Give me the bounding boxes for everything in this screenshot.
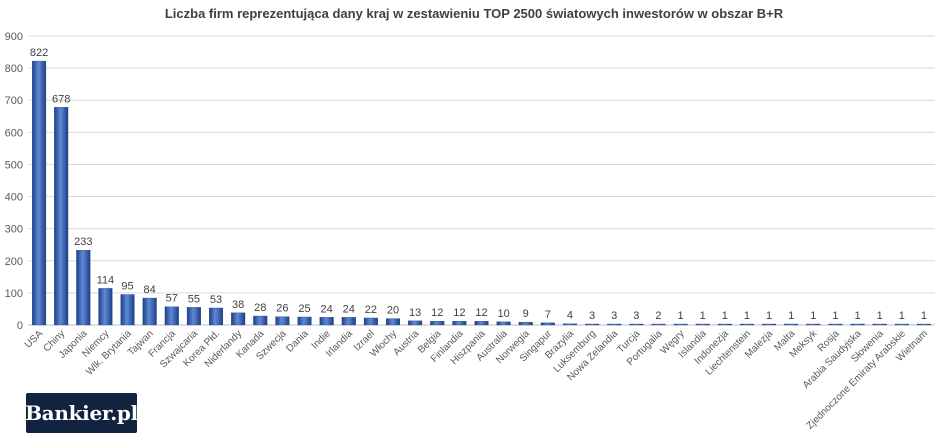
bar: [629, 323, 644, 326]
y-tick-label: 800: [5, 63, 23, 75]
bar: [850, 323, 865, 326]
bar: [408, 320, 423, 326]
bar: [496, 321, 511, 326]
data-label: 25: [298, 303, 310, 315]
bar: [386, 318, 401, 326]
bar: [916, 323, 931, 326]
data-label: 12: [475, 307, 487, 319]
data-label: 7: [545, 309, 551, 321]
bar: [120, 294, 135, 326]
bar: [209, 307, 224, 326]
bar: [806, 323, 821, 326]
bar: [231, 312, 246, 326]
bar: [695, 323, 710, 326]
data-label: 1: [921, 310, 927, 322]
bar: [828, 323, 843, 326]
data-label: 28: [254, 302, 266, 314]
data-label: 38: [232, 299, 244, 311]
bar: [54, 107, 69, 326]
data-label: 84: [144, 284, 156, 296]
data-label: 1: [678, 310, 684, 322]
data-label: 678: [52, 93, 70, 105]
data-label: 1: [700, 310, 706, 322]
category-label: Dania: [284, 328, 311, 355]
data-label: 822: [30, 47, 48, 59]
y-tick-label: 500: [5, 159, 23, 171]
data-label: 13: [409, 307, 421, 319]
bar: [76, 250, 91, 326]
data-label: 1: [766, 310, 772, 322]
data-label: 22: [365, 304, 377, 316]
bar: [474, 320, 489, 326]
bankier-logo: Bankier.pl: [25, 393, 138, 433]
bar: [297, 316, 312, 326]
data-label: 1: [877, 310, 883, 322]
data-label: 1: [722, 310, 728, 322]
logo-text: Bankier.pl: [25, 401, 138, 425]
bar: [142, 297, 157, 326]
bar: [894, 323, 909, 326]
data-label: 9: [523, 308, 529, 320]
data-label: 1: [744, 310, 750, 322]
y-tick-label: 700: [5, 95, 23, 107]
bar: [562, 323, 577, 326]
y-tick-label: 400: [5, 192, 23, 204]
data-label: 114: [97, 274, 115, 286]
data-label: 24: [321, 303, 333, 315]
data-label: 55: [188, 293, 200, 305]
data-label: 10: [497, 308, 509, 320]
bar: [341, 317, 356, 326]
bar: [540, 322, 555, 326]
data-label: 1: [855, 310, 861, 322]
category-label: Austria: [391, 328, 421, 358]
data-label: 12: [453, 307, 465, 319]
y-tick-label: 600: [5, 127, 23, 139]
bar: [651, 323, 666, 326]
data-label: 12: [431, 307, 443, 319]
bar: [275, 316, 290, 326]
data-label: 1: [899, 310, 905, 322]
bar: [518, 321, 533, 326]
bar: [98, 288, 113, 326]
bar: [452, 320, 467, 326]
bar: [585, 323, 600, 326]
data-label: 20: [387, 305, 399, 317]
data-label: 57: [166, 293, 178, 305]
y-tick-label: 300: [5, 224, 23, 236]
bar: [673, 323, 688, 326]
y-tick-label: 200: [5, 256, 23, 268]
data-label: 95: [121, 280, 133, 292]
bar: [186, 307, 201, 326]
bar: [164, 306, 179, 326]
bar: [363, 317, 378, 326]
data-label: 233: [74, 236, 92, 248]
data-label: 3: [633, 310, 639, 322]
data-label: 4: [567, 310, 573, 322]
data-label: 53: [210, 294, 222, 306]
bar: [430, 320, 445, 326]
data-label: 1: [788, 310, 794, 322]
bar: [607, 323, 622, 326]
bar: [253, 315, 268, 326]
data-label: 3: [589, 310, 595, 322]
bar: [717, 323, 732, 326]
y-tick-label: 100: [5, 288, 23, 300]
data-label: 1: [810, 310, 816, 322]
bar: [784, 323, 799, 326]
bar: [872, 323, 887, 326]
bar: [762, 323, 777, 326]
data-label: 26: [276, 303, 288, 315]
data-label: 3: [611, 310, 617, 322]
data-label: 24: [343, 303, 355, 315]
data-label: 1: [832, 310, 838, 322]
y-tick-label: 0: [17, 320, 23, 332]
bar: [32, 60, 47, 326]
bar: [319, 317, 334, 326]
y-tick-label: 900: [5, 31, 23, 43]
chart-title: Liczba firm reprezentująca dany kraj w z…: [164, 6, 784, 21]
bar: [739, 323, 754, 326]
data-label: 2: [655, 310, 661, 322]
